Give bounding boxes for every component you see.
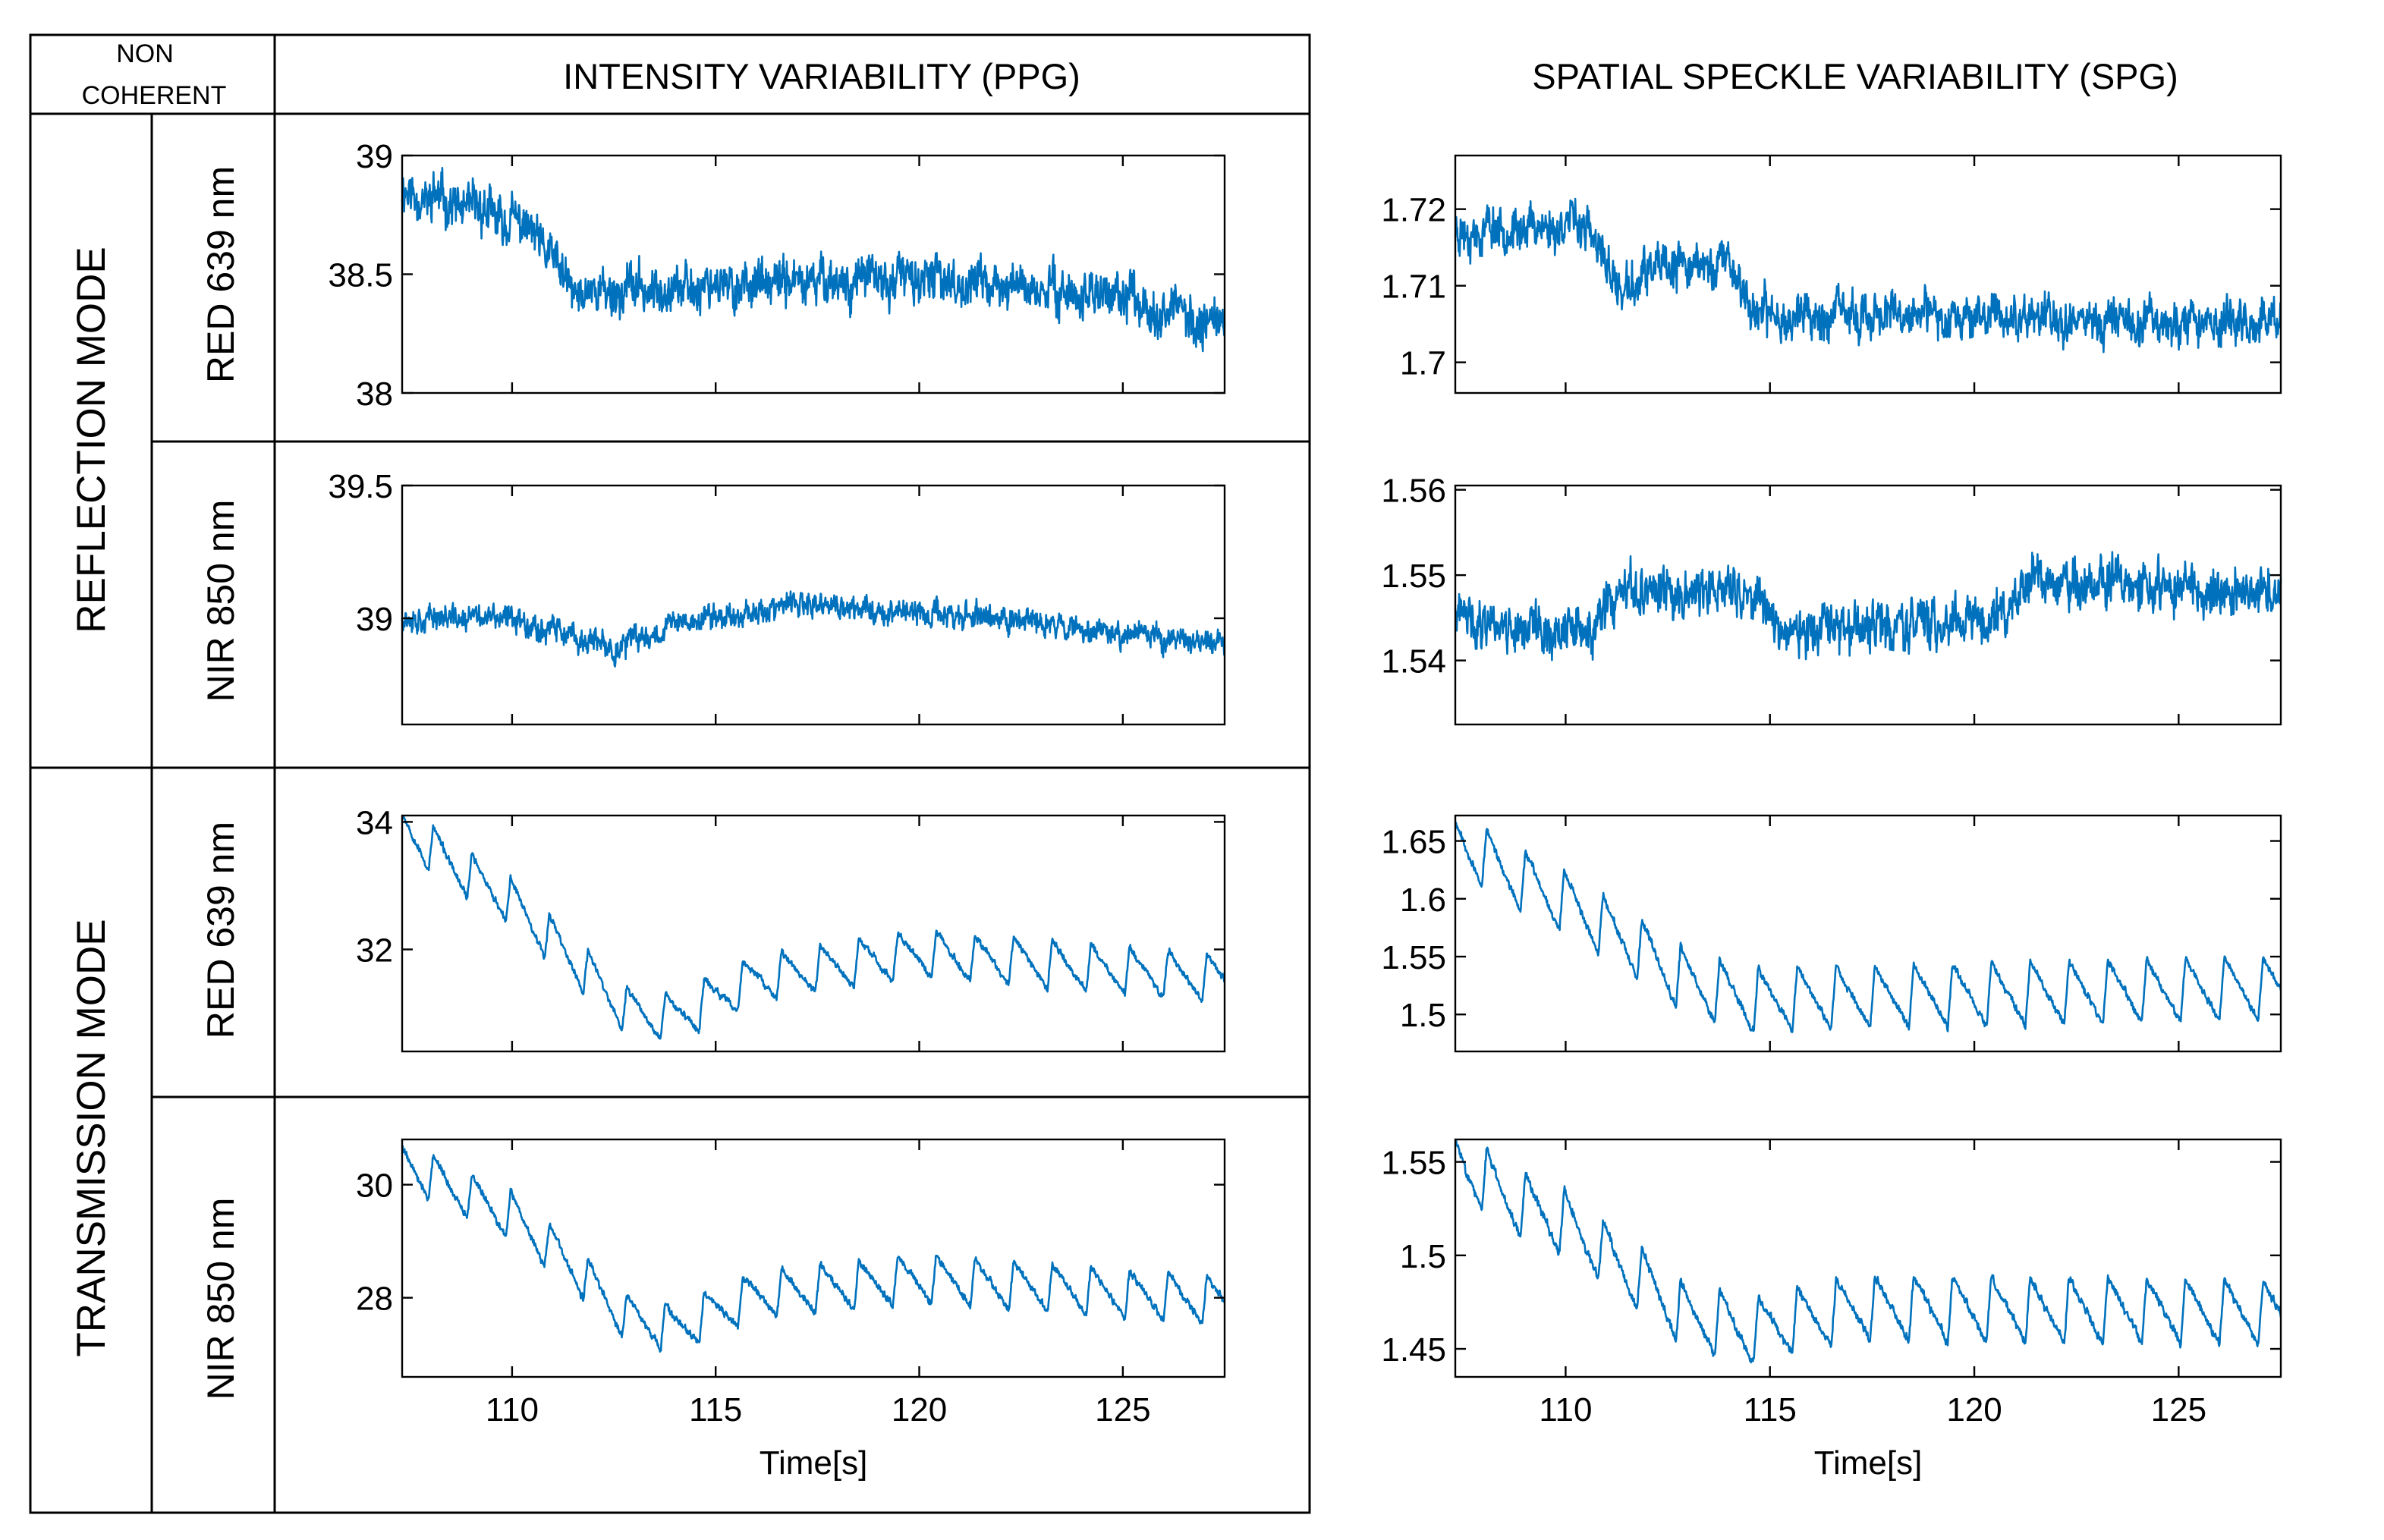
ytick-label: 34 <box>356 804 393 841</box>
ytick-label: 1.7 <box>1400 345 1446 382</box>
wavelength-label-transmission-nir: NIR 850 nm <box>200 1198 242 1400</box>
chart-reflection-nir-ppg: 39 39.5 <box>328 468 1226 726</box>
chart-transmission-red-ppg: 32 34 <box>356 804 1226 1053</box>
ytick-label: 1.55 <box>1381 1145 1446 1182</box>
chart-transmission-nir-spg: 1.45 1.5 1.55 110 115 120 125 Time[s] <box>1381 1138 2282 1482</box>
ytick-label: 1.45 <box>1381 1331 1446 1369</box>
wavelength-label-transmission-red: RED 639 nm <box>200 822 242 1039</box>
plot-area-transmission-red-spg <box>1454 814 2282 1053</box>
plot-area-transmission-red-ppg <box>401 814 1226 1053</box>
ytick-label: 28 <box>356 1281 393 1318</box>
xtick-label: 110 <box>1539 1391 1592 1428</box>
x-axis-label: Time[s] <box>1814 1444 1923 1482</box>
ytick-label: 1.65 <box>1381 824 1446 861</box>
chart-reflection-red-spg: 1.7 1.71 1.72 <box>1381 154 2282 394</box>
ytick-label: 1.5 <box>1400 997 1446 1034</box>
corner-label-line1: NON <box>116 39 174 68</box>
series-line-transmission-nir-ppg <box>401 1145 1225 1353</box>
ytick-label: 39 <box>356 138 393 175</box>
corner-label-line2: COHERENT <box>82 81 227 110</box>
table-grid <box>29 33 1311 1514</box>
column-header-ppg: INTENSITY VARIABILITY (PPG) <box>563 56 1080 96</box>
ytick-label: 39.5 <box>328 468 393 505</box>
ytick-label: 1.54 <box>1381 643 1446 680</box>
series-line-reflection-nir-ppg <box>401 590 1226 668</box>
wavelength-label-reflection-nir: NIR 850 nm <box>200 500 242 702</box>
ytick-label: 1.5 <box>1400 1238 1446 1275</box>
xtick-label: 110 <box>486 1391 539 1428</box>
column-header-spg: SPATIAL SPECKLE VARIABILITY (SPG) <box>1532 56 2178 96</box>
series-line-reflection-red-ppg <box>401 167 1226 353</box>
xtick-label: 115 <box>1744 1391 1797 1428</box>
ytick-label: 1.56 <box>1381 473 1446 510</box>
plots-layer: 3838.5391.71.711.723939.51.541.551.56323… <box>328 138 2282 1482</box>
ytick-label: 38 <box>356 376 393 413</box>
series-line-reflection-nir-spg <box>1454 551 2282 662</box>
mode-label-reflection: REFLECTION MODE <box>69 247 114 633</box>
plot-area-transmission-nir-ppg <box>401 1138 1226 1378</box>
series-line-transmission-red-spg <box>1454 821 2282 1033</box>
wavelength-label-reflection-red: RED 639 nm <box>200 166 242 383</box>
series-line-reflection-red-spg <box>1454 197 2282 354</box>
chart-transmission-nir-ppg: 28 30 110 115 120 125 Time[s] <box>356 1138 1226 1482</box>
plot-area-reflection-nir-spg <box>1454 484 2282 726</box>
plot-area-reflection-nir-ppg <box>401 484 1226 726</box>
series-line-transmission-nir-spg <box>1455 1139 2282 1364</box>
x-axis-label: Time[s] <box>760 1444 868 1482</box>
xtick-label: 120 <box>892 1391 947 1428</box>
xtick-label: 125 <box>2151 1391 2206 1428</box>
chart-reflection-red-ppg: 38 38.5 39 <box>328 138 1226 413</box>
ytick-label: 1.55 <box>1381 558 1446 595</box>
xtick-label: 125 <box>1095 1391 1150 1428</box>
xtick-label: 115 <box>689 1391 742 1428</box>
ytick-label: 1.71 <box>1381 269 1446 306</box>
ytick-label: 32 <box>356 932 393 970</box>
mode-label-transmission: TRANSMISSION MODE <box>69 919 114 1356</box>
chart-transmission-red-spg: 1.5 1.55 1.6 1.65 <box>1381 814 2282 1053</box>
plot-area-reflection-red-spg <box>1454 154 2282 394</box>
series-line-transmission-red-ppg <box>401 814 1226 1040</box>
ytick-label: 38.5 <box>328 257 393 294</box>
ytick-label: 30 <box>356 1168 393 1205</box>
ytick-label: 39 <box>356 601 393 638</box>
xtick-label: 120 <box>1946 1391 2002 1428</box>
plot-area-transmission-nir-spg <box>1454 1138 2282 1378</box>
chart-reflection-nir-spg: 1.54 1.55 1.56 <box>1381 473 2282 726</box>
ytick-label: 1.72 <box>1381 192 1446 229</box>
ytick-label: 1.6 <box>1400 882 1446 919</box>
ytick-label: 1.55 <box>1381 939 1446 976</box>
